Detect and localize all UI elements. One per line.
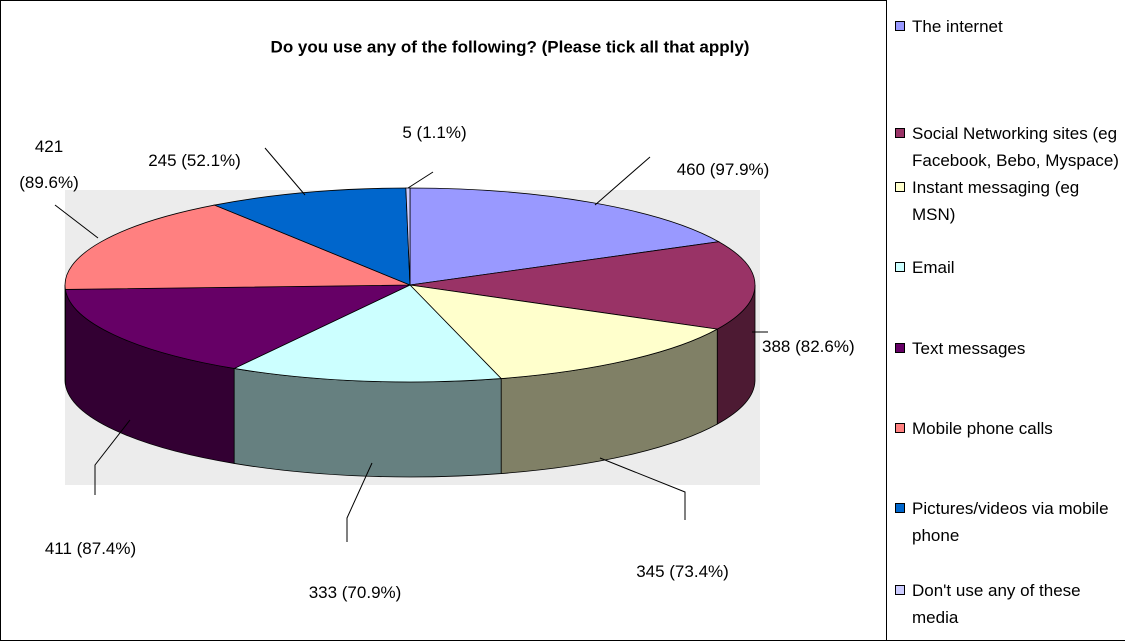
chart-title: Do you use any of the following? (Please…	[271, 37, 750, 56]
data-label: 421 (89.6%)	[19, 137, 79, 192]
pie-slice	[408, 284, 719, 379]
leader-line	[594, 156, 651, 206]
leader-line	[264, 147, 306, 196]
legend-swatch	[895, 503, 905, 513]
pie-slice	[64, 284, 411, 369]
legend-swatch	[895, 585, 905, 595]
legend-item: Pictures/videos via mobile phone	[895, 495, 1121, 549]
pie-slice	[64, 204, 411, 290]
legend-item: Instant messaging (eg MSN)	[895, 174, 1121, 228]
leader-line	[346, 462, 373, 542]
legend-swatch	[895, 343, 905, 353]
legend: The internet Social Networking sites (eg …	[886, 0, 1125, 641]
data-label: 388 (82.6%)	[762, 337, 855, 356]
leader-line	[54, 204, 99, 239]
legend-item: Text messages	[895, 335, 1121, 362]
pie-slice	[232, 284, 503, 383]
data-label: 5 (1.1%)	[402, 123, 467, 142]
pie-slice	[213, 187, 411, 286]
pie-slice	[409, 187, 720, 286]
legend-label: Email	[912, 258, 955, 277]
legend-label: Instant messaging (eg MSN)	[912, 178, 1080, 224]
legend-label: Pictures/videos via mobile phone	[912, 499, 1109, 545]
legend-label: Text messages	[912, 339, 1026, 358]
pie-side	[233, 367, 502, 478]
pie-slice	[409, 241, 756, 330]
legend-item: Email	[895, 254, 1121, 281]
legend-item: The internet	[895, 13, 1121, 40]
legend-item: Mobile phone calls	[895, 415, 1121, 442]
legend-swatch	[895, 128, 905, 138]
data-label: 460 (97.9%)	[676, 160, 770, 179]
legend-item: Social Networking sites (eg Facebook, Be…	[895, 120, 1121, 174]
leader-line	[599, 457, 686, 520]
legend-swatch	[895, 423, 905, 433]
legend-label: Social Networking sites (eg Facebook, Be…	[912, 124, 1119, 170]
legend-swatch	[895, 21, 905, 31]
data-label: 333 (70.9%)	[308, 583, 402, 602]
legend-label: Don't use any of these media	[912, 581, 1081, 627]
legend-item: Don't use any of these media	[895, 577, 1121, 631]
legend-label: Mobile phone calls	[912, 419, 1053, 438]
legend-swatch	[895, 182, 905, 192]
legend-label: The internet	[912, 17, 1003, 36]
pie-slice	[405, 187, 411, 286]
legend-swatch	[895, 262, 905, 272]
data-label: 411 (87.4%)	[44, 539, 137, 558]
data-label: 245 (52.1%)	[148, 151, 241, 170]
leader-line	[94, 419, 131, 495]
leader-line	[407, 171, 434, 189]
data-label: 345 (73.4%)	[636, 562, 729, 581]
